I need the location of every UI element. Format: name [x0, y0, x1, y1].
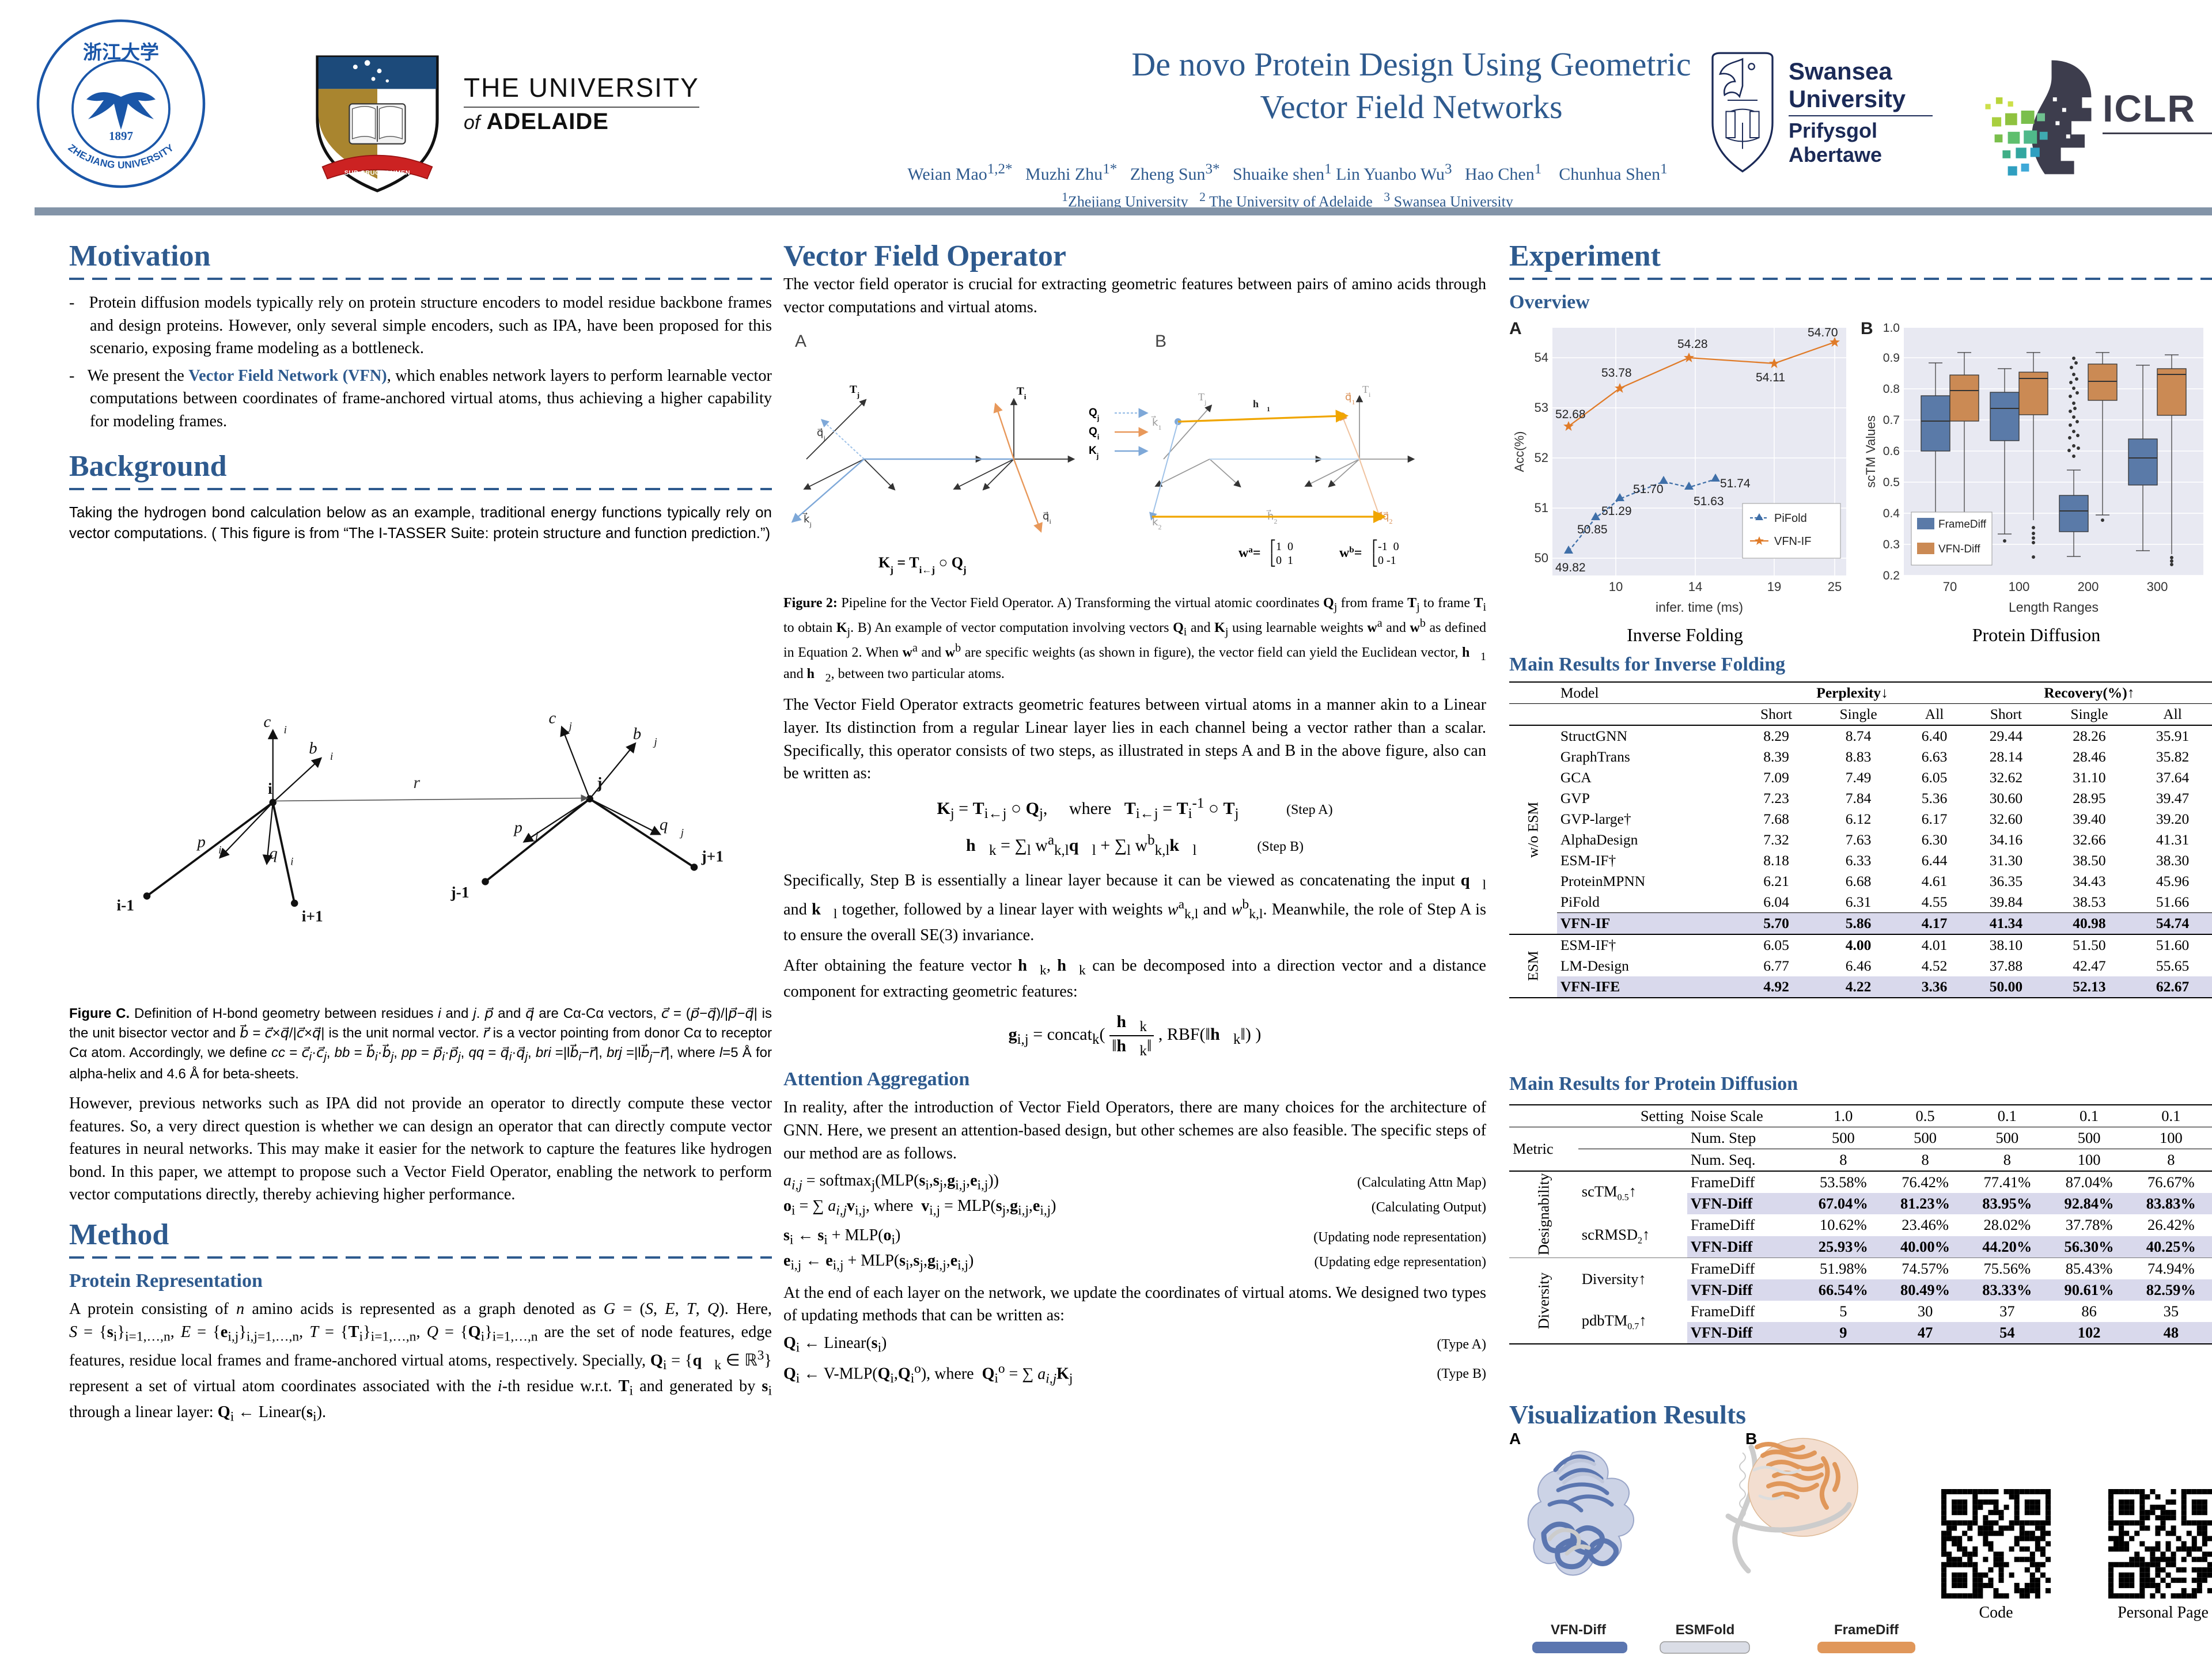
- svg-text:54.70: 54.70: [1808, 326, 1838, 339]
- svg-text:Ti: Ti: [1362, 384, 1371, 399]
- svg-text:Tj: Tj: [850, 384, 859, 399]
- svg-text:51.63: 51.63: [1694, 495, 1724, 508]
- svg-text:100: 100: [2009, 579, 2030, 594]
- svg-text:54.28: 54.28: [1677, 338, 1708, 351]
- svg-text:FrameDiff: FrameDiff: [1834, 1622, 1899, 1638]
- svg-text:49.82: 49.82: [1555, 561, 1586, 574]
- svg-text:0.9: 0.9: [1883, 351, 1900, 365]
- svg-text:FrameDiff: FrameDiff: [1938, 518, 1987, 531]
- svg-text:⎡1 0: ⎡1 0: [1270, 539, 1293, 554]
- svg-text:19: 19: [1767, 579, 1781, 594]
- svg-text:k⃗j: k⃗j: [802, 513, 812, 528]
- svg-text:c⃗j: c⃗j: [549, 709, 572, 733]
- svg-text:b⃗i: b⃗i: [309, 739, 333, 763]
- svg-text:wb=: wb=: [1339, 546, 1362, 560]
- svg-text:⎡-1 0: ⎡-1 0: [1372, 539, 1399, 554]
- svg-text:i+1: i+1: [302, 907, 323, 925]
- svg-text:q⃗1: q⃗1: [1345, 391, 1355, 406]
- svg-text:50.85: 50.85: [1577, 523, 1608, 536]
- svg-text:VFN-IF: VFN-IF: [1774, 535, 1811, 548]
- svg-text:1897: 1897: [109, 129, 133, 143]
- svg-text:53.78: 53.78: [1601, 366, 1632, 380]
- svg-text:wa=: wa=: [1238, 546, 1261, 560]
- svg-text:52: 52: [1535, 450, 1548, 465]
- svg-text:Ti: Ti: [1017, 385, 1027, 401]
- svg-text:1.0: 1.0: [1883, 321, 1900, 335]
- svg-text:0.7: 0.7: [1883, 414, 1900, 427]
- svg-text:A: A: [795, 332, 806, 351]
- svg-text:0.2: 0.2: [1883, 569, 1900, 582]
- svg-text:⎣0 1: ⎣0 1: [1270, 553, 1293, 567]
- svg-text:70: 70: [1943, 579, 1957, 594]
- svg-text:i-1: i-1: [117, 896, 135, 914]
- svg-text:PiFold: PiFold: [1774, 512, 1807, 525]
- svg-text:0.3: 0.3: [1883, 538, 1900, 551]
- svg-text:Tj: Tj: [1198, 391, 1206, 406]
- svg-text:r⃗: r⃗: [414, 773, 434, 792]
- svg-text:浙江大学: 浙江大学: [83, 41, 159, 63]
- svg-text:10: 10: [1609, 579, 1623, 594]
- svg-text:q⃗i: q⃗i: [270, 844, 294, 868]
- svg-text:B: B: [1155, 332, 1166, 351]
- svg-text:200: 200: [2078, 579, 2099, 594]
- svg-text:q⃗j: q⃗j: [660, 816, 684, 839]
- svg-text:0.5: 0.5: [1883, 476, 1900, 489]
- svg-text:ESMFold: ESMFold: [1676, 1622, 1735, 1638]
- svg-text:53: 53: [1535, 400, 1548, 415]
- svg-text:50: 50: [1535, 551, 1548, 565]
- svg-text:p⃗j: p⃗j: [513, 819, 539, 842]
- svg-text:0.6: 0.6: [1883, 445, 1900, 458]
- svg-text:scTM Values: scTM Values: [1863, 415, 1878, 488]
- svg-text:ZHEJIANG UNIVERSITY: ZHEJIANG UNIVERSITY: [66, 142, 176, 171]
- svg-text:⎣0 -1: ⎣0 -1: [1372, 553, 1396, 567]
- svg-text:Length Ranges: Length Ranges: [2009, 600, 2099, 615]
- svg-text:c⃗i: c⃗i: [264, 713, 287, 736]
- svg-text:0.4: 0.4: [1883, 507, 1900, 520]
- svg-text:54: 54: [1535, 350, 1548, 365]
- svg-text:0.8: 0.8: [1883, 382, 1900, 396]
- svg-text:SUB CRUCE LUMEN: SUB CRUCE LUMEN: [344, 169, 410, 176]
- svg-text:Acc(%): Acc(%): [1512, 431, 1527, 472]
- svg-text:14: 14: [1688, 579, 1702, 594]
- svg-text:h⃗1: h⃗1: [1253, 398, 1270, 413]
- svg-text:p⃗i: p⃗i: [196, 833, 222, 857]
- svg-text:VFN-Diff: VFN-Diff: [1551, 1622, 1607, 1638]
- svg-text:25: 25: [1828, 579, 1842, 594]
- svg-text:b⃗j: b⃗j: [633, 725, 657, 748]
- svg-text:q⃗i: q⃗i: [1043, 510, 1051, 525]
- svg-text:Kj = Ti←j ○ Qj: Kj = Ti←j ○ Qj: [878, 554, 967, 575]
- svg-text:51.70: 51.70: [1633, 483, 1664, 496]
- svg-text:k⃗2: k⃗2: [1151, 516, 1161, 531]
- svg-text:q⃗j: q⃗j: [817, 427, 825, 442]
- svg-text:Qi: Qi: [1089, 426, 1099, 441]
- svg-text:51.29: 51.29: [1601, 505, 1632, 518]
- svg-text:51: 51: [1535, 501, 1548, 515]
- svg-text:i: i: [268, 779, 272, 797]
- svg-text:Qj: Qj: [1089, 407, 1099, 422]
- svg-text:j-1: j-1: [450, 883, 469, 901]
- svg-text:54.11: 54.11: [1756, 371, 1785, 384]
- svg-text:j+1: j+1: [701, 847, 724, 865]
- svg-text:52.68: 52.68: [1555, 408, 1586, 421]
- svg-text:q⃗2: q⃗2: [1382, 510, 1392, 525]
- svg-text:infer. time (ms): infer. time (ms): [1656, 600, 1743, 615]
- svg-text:VFN-Diff: VFN-Diff: [1938, 543, 1980, 555]
- svg-text:51.74: 51.74: [1720, 477, 1751, 490]
- svg-text:Kj: Kj: [1089, 445, 1099, 460]
- svg-text:300: 300: [2147, 579, 2168, 594]
- svg-text:k⃗1: k⃗1: [1151, 416, 1161, 431]
